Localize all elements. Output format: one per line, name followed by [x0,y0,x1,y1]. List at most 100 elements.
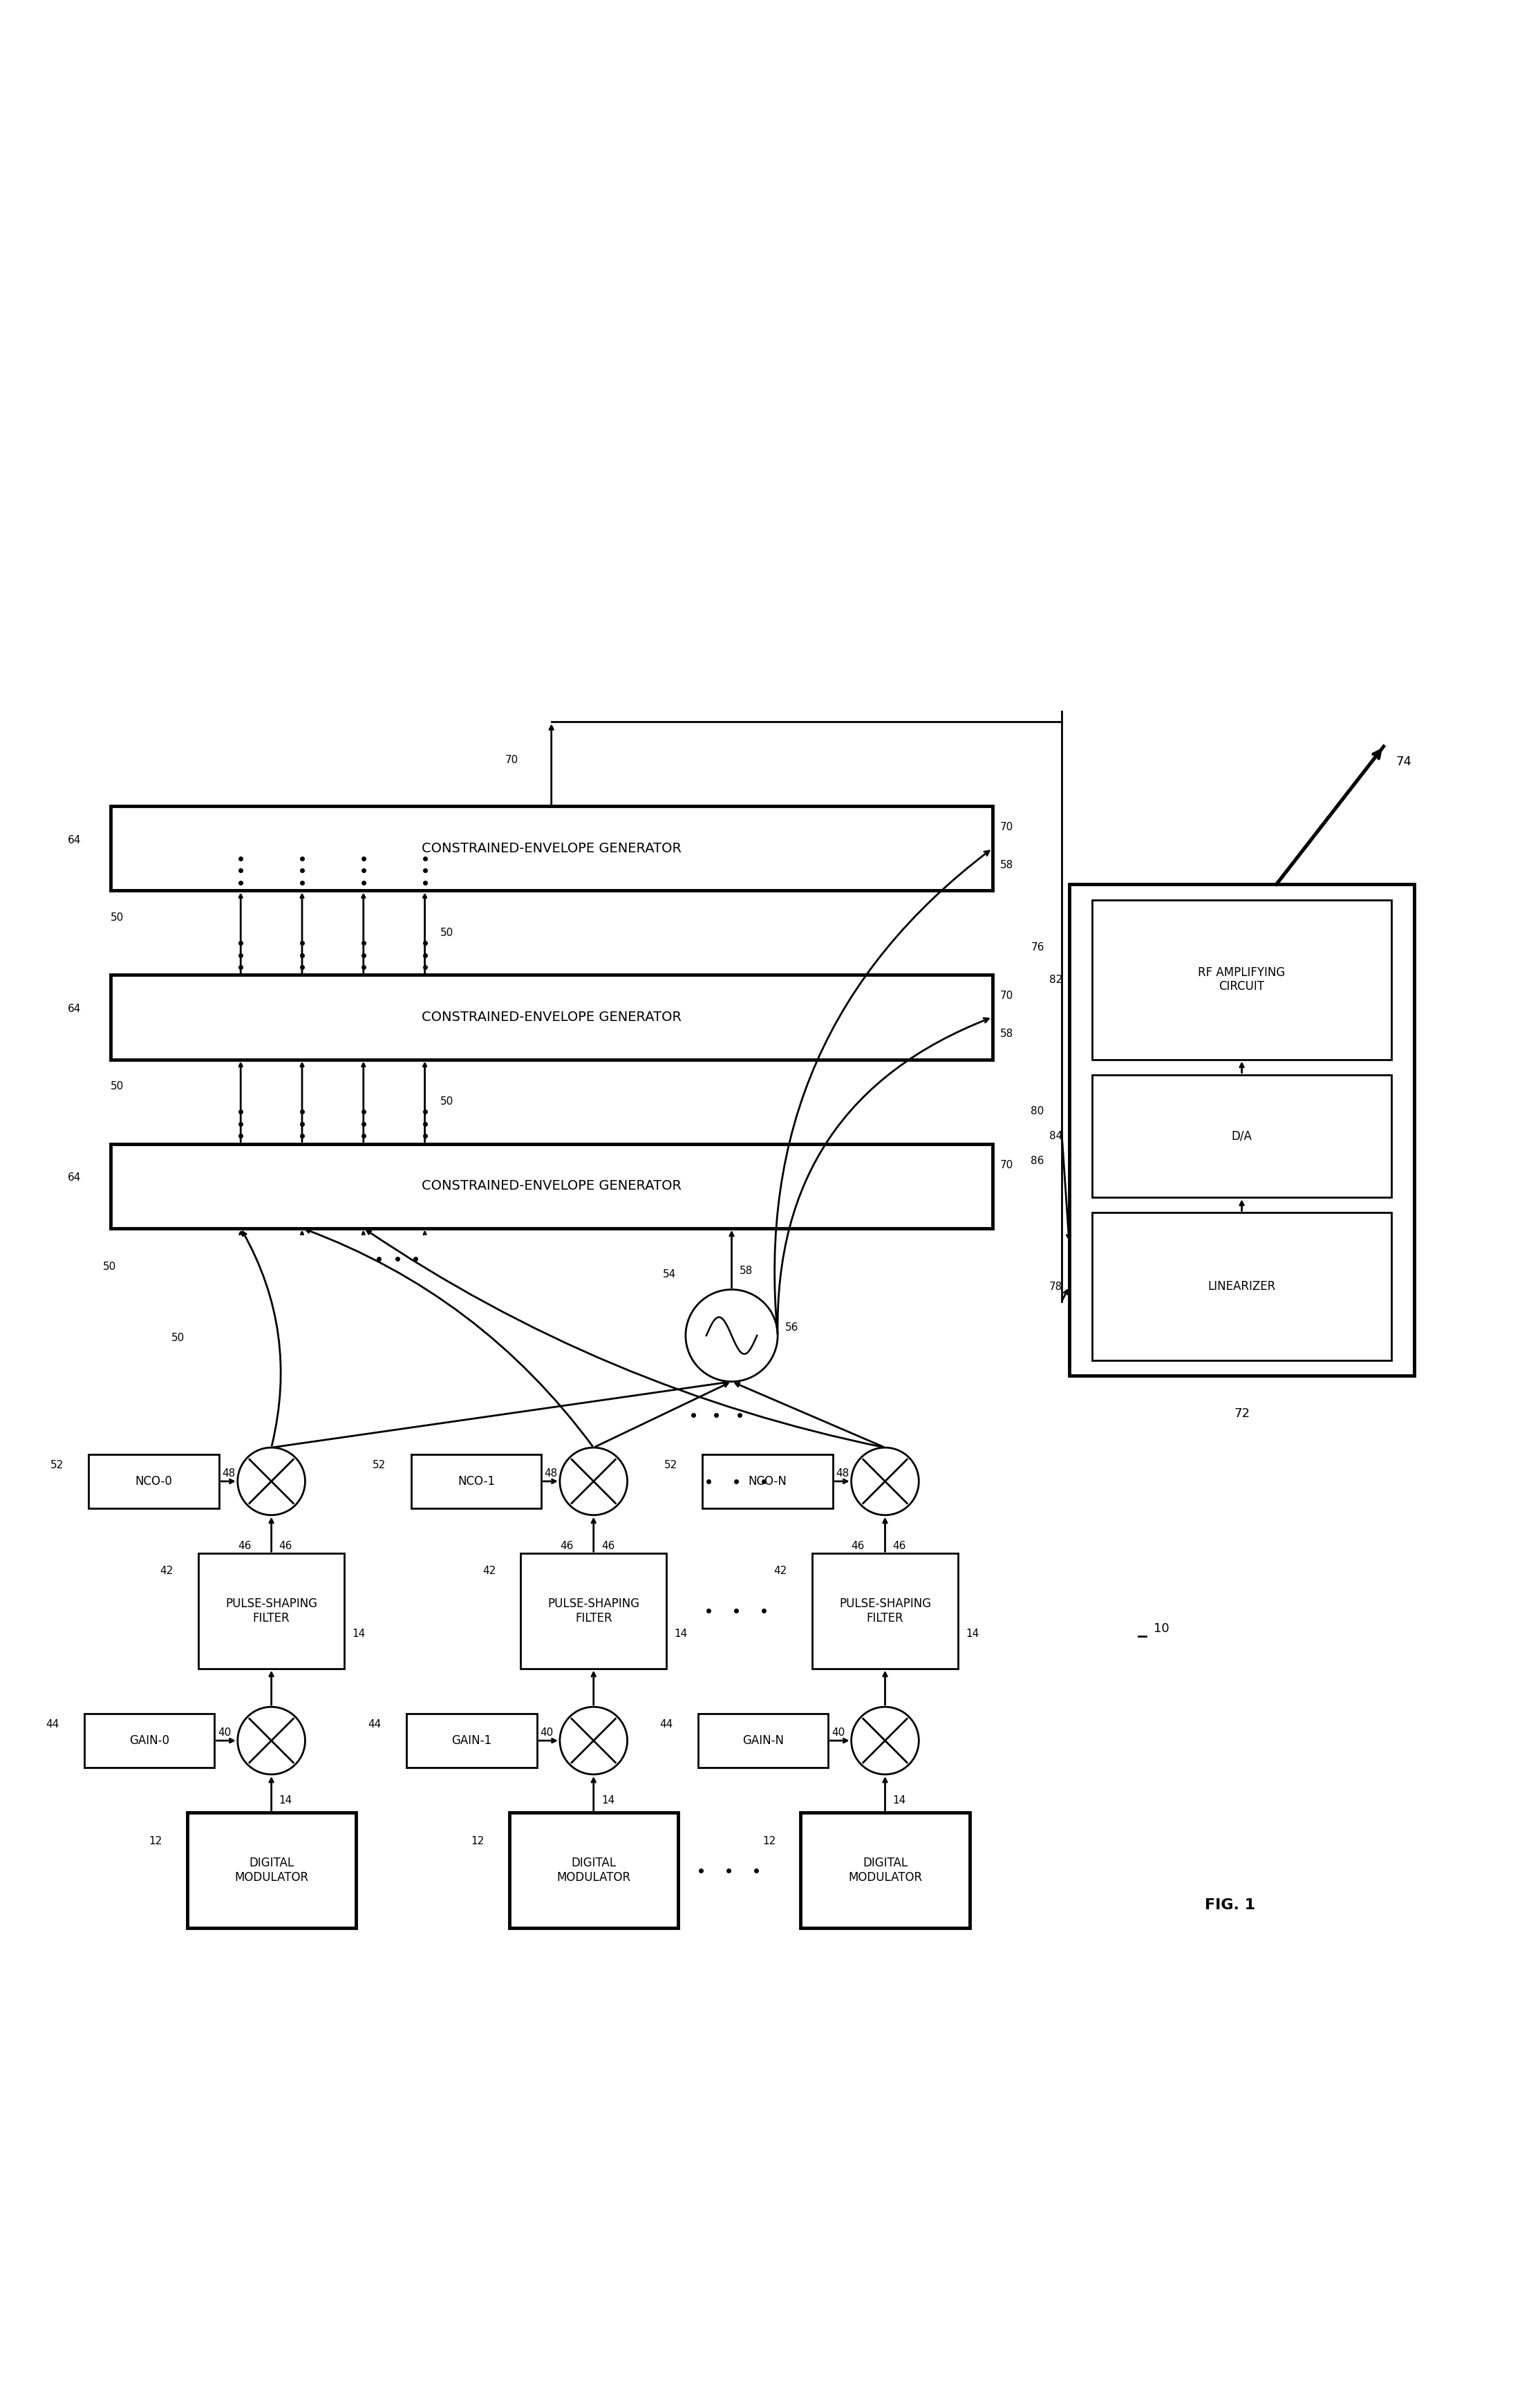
Circle shape [685,1290,778,1381]
Text: 44: 44 [368,1719,382,1729]
Bar [1069,885,1414,1376]
Text: 48: 48 [836,1468,849,1480]
Text: 14: 14 [675,1628,687,1640]
Text: 14: 14 [601,1796,614,1806]
Text: DIGITAL
MODULATOR: DIGITAL MODULATOR [849,1856,922,1885]
Text: 14: 14 [893,1796,906,1806]
Bar [812,1554,958,1669]
Text: 64: 64 [68,1173,80,1182]
Text: 84: 84 [1049,1132,1063,1141]
Text: 12: 12 [149,1837,162,1846]
Text: 52: 52 [51,1460,63,1470]
Text: 74: 74 [1395,755,1412,767]
Bar [801,1813,970,1928]
Text: 40: 40 [832,1729,844,1739]
Bar [510,1813,678,1928]
Text: 58: 58 [739,1266,753,1276]
Text: NCO-0: NCO-0 [136,1475,172,1487]
Text: 72: 72 [1234,1408,1250,1420]
FancyArrowPatch shape [367,1230,882,1446]
Text: GAIN-0: GAIN-0 [129,1734,169,1746]
Text: CONSTRAINED-ENVELOPE GENERATOR: CONSTRAINED-ENVELOPE GENERATOR [422,1010,681,1024]
Text: 44: 44 [46,1719,59,1729]
Circle shape [561,1707,627,1775]
Text: 82: 82 [1049,974,1063,986]
Text: CONSTRAINED-ENVELOPE GENERATOR: CONSTRAINED-ENVELOPE GENERATOR [422,842,681,856]
Text: CONSTRAINED-ENVELOPE GENERATOR: CONSTRAINED-ENVELOPE GENERATOR [422,1180,681,1192]
Text: 14: 14 [353,1628,365,1640]
FancyArrowPatch shape [778,1019,989,1333]
Text: 70: 70 [999,990,1013,1002]
Bar [521,1554,667,1669]
Text: 46: 46 [601,1540,614,1552]
Text: LINEARIZER: LINEARIZER [1207,1281,1275,1293]
Text: 54: 54 [662,1269,676,1281]
Bar [186,1813,356,1928]
Bar [199,1554,345,1669]
Bar [1092,899,1391,1060]
Text: 52: 52 [373,1460,387,1470]
FancyArrowPatch shape [775,851,989,1333]
Text: 46: 46 [237,1540,251,1552]
Text: 80: 80 [1030,1105,1044,1117]
Text: 50: 50 [171,1333,185,1343]
Text: FIG. 1: FIG. 1 [1204,1897,1255,1911]
Text: DIGITAL
MODULATOR: DIGITAL MODULATOR [234,1856,308,1885]
Text: 70: 70 [999,823,1013,832]
Circle shape [852,1707,919,1775]
Bar [111,1144,992,1228]
Text: 58: 58 [999,1029,1013,1038]
Text: 64: 64 [68,1002,80,1014]
Text: 44: 44 [659,1719,673,1729]
Text: 50: 50 [440,1096,453,1108]
Bar [1092,1213,1391,1360]
Text: D/A: D/A [1232,1129,1252,1141]
Text: 50: 50 [440,928,453,938]
Circle shape [237,1448,305,1516]
Text: PULSE-SHAPING
FILTER: PULSE-SHAPING FILTER [548,1597,639,1623]
Text: 12: 12 [471,1837,484,1846]
Bar [407,1715,537,1767]
Circle shape [852,1448,919,1516]
Text: 46: 46 [279,1540,293,1552]
Text: GAIN-N: GAIN-N [742,1734,784,1746]
Bar [698,1715,829,1767]
Text: PULSE-SHAPING
FILTER: PULSE-SHAPING FILTER [225,1597,317,1623]
Bar [1092,1074,1391,1197]
Bar [89,1456,219,1508]
Text: NCO-N: NCO-N [748,1475,787,1487]
Text: 78: 78 [1049,1281,1063,1293]
Text: 42: 42 [482,1566,496,1575]
Text: 50: 50 [103,1261,116,1271]
Text: 40: 40 [541,1729,553,1739]
Circle shape [561,1448,627,1516]
Text: NCO-1: NCO-1 [457,1475,494,1487]
Text: 50: 50 [111,911,123,923]
Text: 48: 48 [222,1468,236,1480]
Text: 14: 14 [279,1796,293,1806]
Text: 50: 50 [111,1081,123,1091]
Text: 48: 48 [545,1468,557,1480]
FancyArrowPatch shape [243,1233,280,1446]
FancyArrowPatch shape [306,1230,593,1446]
Text: RF AMPLIFYING
CIRCUIT: RF AMPLIFYING CIRCUIT [1198,966,1286,993]
Text: 52: 52 [664,1460,678,1470]
Text: 70: 70 [999,1161,1013,1170]
Text: PULSE-SHAPING
FILTER: PULSE-SHAPING FILTER [839,1597,932,1623]
Bar [85,1715,214,1767]
Text: 58: 58 [999,861,1013,870]
Text: 64: 64 [68,835,80,844]
Text: 12: 12 [762,1837,776,1846]
Text: 42: 42 [773,1566,787,1575]
Text: 86: 86 [1030,1156,1044,1165]
Bar [111,806,992,890]
Text: 10: 10 [1153,1623,1169,1635]
Text: DIGITAL
MODULATOR: DIGITAL MODULATOR [556,1856,630,1885]
Text: 46: 46 [852,1540,864,1552]
Text: 14: 14 [966,1628,979,1640]
Text: 76: 76 [1030,942,1044,952]
Circle shape [237,1707,305,1775]
Text: 46: 46 [561,1540,573,1552]
Bar [411,1456,542,1508]
Text: 40: 40 [217,1729,231,1739]
